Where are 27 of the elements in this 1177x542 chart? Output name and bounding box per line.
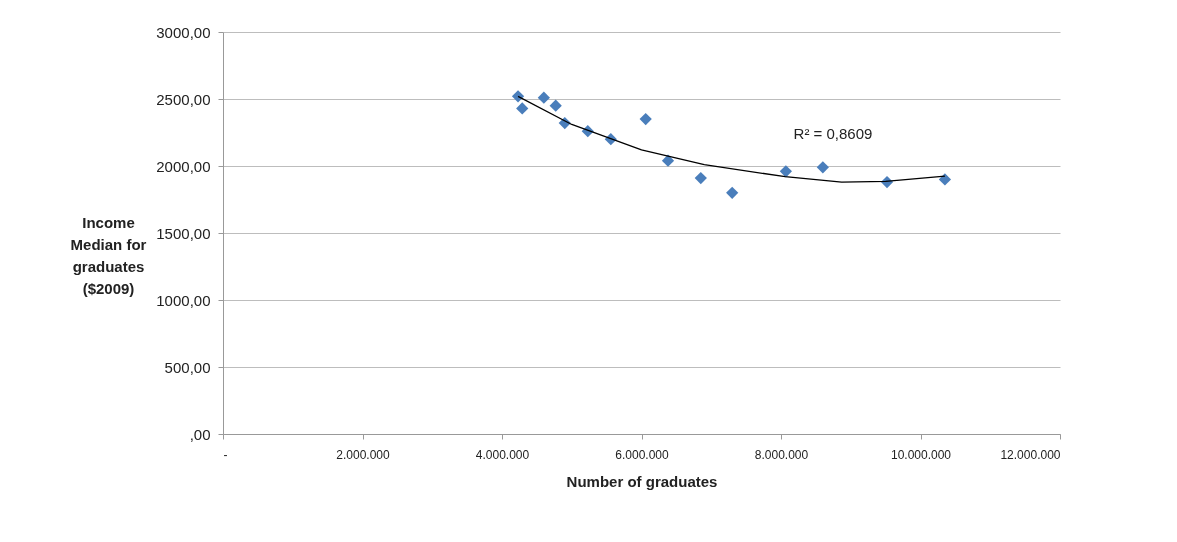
x-tick-label: 8.000.000 (754, 447, 809, 462)
y-tick-label: 500,00 (164, 358, 211, 376)
point (537, 91, 550, 104)
x-tick-label: 2.000.000 (336, 447, 391, 462)
annotation: R² = 0,8609 (793, 125, 873, 142)
y-tick-label: ,00 (189, 425, 211, 443)
x-tick-label: - (223, 447, 228, 462)
point (639, 112, 652, 126)
point (516, 102, 529, 115)
x-axis-title: Number of graduates (566, 472, 718, 490)
y-tick-label: 2500,00 (156, 90, 211, 108)
x-tick-label: 6.000.000 (615, 447, 670, 462)
point (661, 154, 675, 167)
y-tick-label: 2000,00 (156, 157, 211, 175)
point (938, 173, 952, 186)
point (816, 161, 829, 174)
y-axis-title: Income Median for graduates ($2009) (70, 213, 147, 297)
x-tick-label: 12.000.000 (1000, 447, 1061, 462)
x-tick-label: 4.000.000 (475, 447, 530, 462)
point (549, 99, 562, 112)
point (726, 186, 739, 199)
x-tick-label: 10.000.000 (890, 447, 952, 462)
point (779, 165, 793, 178)
y-tick-label: 1000,00 (156, 291, 211, 309)
point (694, 171, 707, 185)
y-tick-label: 3000,00 (156, 23, 211, 41)
y-tick-label: 1500,00 (156, 224, 211, 242)
